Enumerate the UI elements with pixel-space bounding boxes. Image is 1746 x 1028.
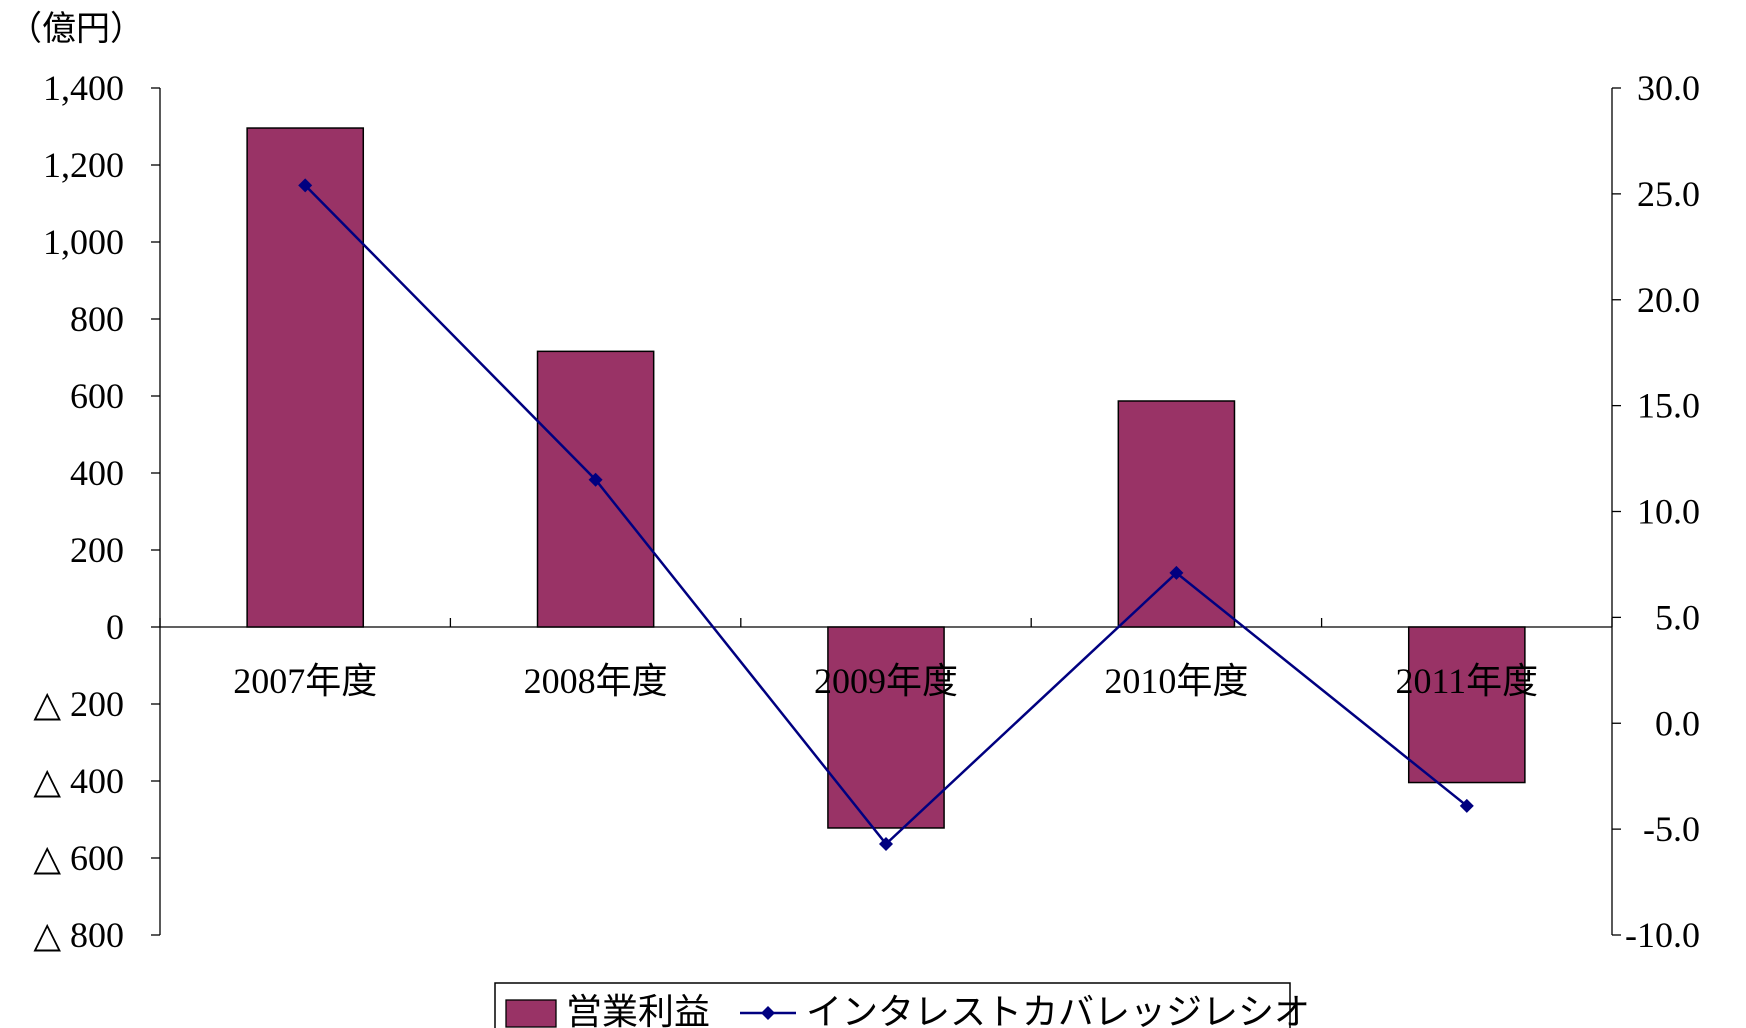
bar-series — [246, 127, 1526, 829]
left-y-tick-label: △ 400 — [33, 761, 124, 801]
line-point-2010年度 — [1169, 565, 1184, 580]
left-y-tick-label: △ 800 — [33, 915, 124, 955]
right-y-tick-label: 25.0 — [1637, 174, 1700, 214]
bar-2010年度 — [1117, 400, 1236, 628]
right-y-tick-label: 10.0 — [1637, 492, 1700, 532]
x-tick-label: 2011年度 — [1395, 661, 1538, 701]
left-y-tick-label: △ 600 — [33, 838, 124, 878]
legend-label-bar: 営業利益 — [566, 992, 710, 1028]
left-y-tick-label: 200 — [70, 530, 124, 570]
category-labels: 2007年度 2008年度 2009年度 2010年度 2011年度 — [233, 661, 1538, 701]
legend-box — [494, 982, 1291, 1028]
line-series — [298, 178, 1474, 851]
right-y-tick-label: 5.0 — [1655, 597, 1700, 637]
left-y-tick-label: 1,200 — [43, 145, 124, 185]
bar-2008年度 — [536, 350, 655, 628]
line-point-2009年度 — [879, 836, 893, 851]
bar-2009年度 — [827, 626, 945, 829]
x-tick-label: 2008年度 — [524, 661, 668, 701]
left-y-tick-label: △ 200 — [33, 684, 124, 724]
x-tick-label: 2007年度 — [233, 661, 377, 701]
axes: 1,400 1,200 1,000 800 600 400 200 0 △ 200 △ 400 △ … — [33, 68, 1700, 955]
x-tick-label: 2010年度 — [1104, 661, 1248, 701]
left-y-tick-label: 1,400 — [43, 68, 124, 108]
legend-marker-line — [761, 1006, 775, 1020]
left-y-tick-label: 800 — [70, 299, 124, 339]
left-y-tick-label: 0 — [106, 607, 124, 647]
legend: 営業利益 インタレストカバレッジレシオ — [494, 982, 1310, 1028]
right-y-tick-label: 20.0 — [1637, 280, 1700, 320]
right-y-tick-label: 15.0 — [1637, 386, 1700, 426]
left-y-tick-label: 1,000 — [43, 222, 124, 262]
y-axis-unit-label: （億円） — [8, 10, 144, 48]
right-y-tick-label: 0.0 — [1655, 703, 1700, 743]
legend-swatch-bar — [505, 999, 557, 1028]
bar-2011年度 — [1407, 626, 1526, 784]
left-y-tick-label: 400 — [70, 453, 124, 493]
line-point-2011年度 — [1459, 798, 1474, 813]
line-point-2007年度 — [298, 178, 313, 193]
left-y-tick-label: 600 — [70, 376, 124, 416]
right-y-tick-label: 30.0 — [1637, 68, 1700, 108]
line-point-2008年度 — [588, 472, 603, 487]
bar-2007年度 — [246, 127, 365, 628]
right-y-tick-label: -5.0 — [1643, 809, 1700, 849]
legend-label-line: インタレストカバレッジレシオ — [806, 992, 1310, 1028]
x-tick-label: 2009年度 — [814, 661, 958, 701]
right-y-tick-label: -10.0 — [1625, 915, 1700, 955]
